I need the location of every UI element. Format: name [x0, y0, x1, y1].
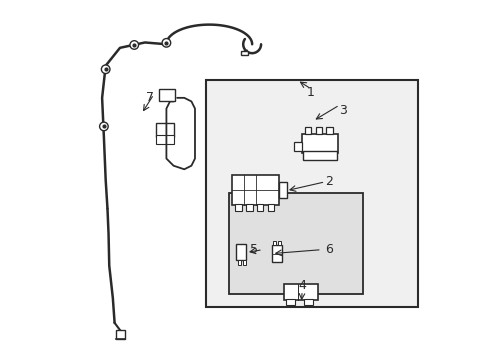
FancyBboxPatch shape — [116, 330, 124, 339]
FancyBboxPatch shape — [243, 260, 246, 265]
FancyBboxPatch shape — [156, 123, 173, 137]
FancyBboxPatch shape — [273, 241, 276, 245]
FancyBboxPatch shape — [303, 151, 337, 159]
Circle shape — [101, 65, 110, 73]
Text: 5: 5 — [250, 243, 258, 256]
Text: 4: 4 — [298, 279, 306, 292]
FancyBboxPatch shape — [229, 193, 363, 294]
FancyBboxPatch shape — [302, 134, 338, 153]
FancyBboxPatch shape — [304, 298, 313, 305]
FancyBboxPatch shape — [159, 89, 175, 102]
FancyBboxPatch shape — [246, 203, 252, 211]
Circle shape — [99, 122, 108, 131]
Text: 1: 1 — [307, 86, 315, 99]
Text: 6: 6 — [325, 243, 333, 256]
FancyBboxPatch shape — [278, 241, 281, 245]
FancyBboxPatch shape — [326, 127, 333, 134]
Text: 2: 2 — [325, 175, 333, 188]
FancyBboxPatch shape — [272, 245, 282, 262]
FancyBboxPatch shape — [279, 182, 287, 198]
FancyBboxPatch shape — [232, 175, 279, 205]
Circle shape — [130, 41, 139, 49]
FancyBboxPatch shape — [206, 80, 418, 307]
Text: 3: 3 — [339, 104, 347, 117]
FancyBboxPatch shape — [316, 127, 322, 134]
FancyBboxPatch shape — [236, 244, 246, 260]
Circle shape — [162, 39, 171, 47]
FancyBboxPatch shape — [238, 260, 241, 265]
FancyBboxPatch shape — [268, 203, 274, 211]
FancyBboxPatch shape — [284, 284, 318, 300]
FancyBboxPatch shape — [235, 203, 242, 211]
FancyBboxPatch shape — [257, 203, 263, 211]
FancyBboxPatch shape — [156, 135, 173, 144]
FancyBboxPatch shape — [242, 51, 248, 55]
FancyBboxPatch shape — [294, 143, 302, 152]
FancyBboxPatch shape — [286, 298, 295, 305]
Text: 7: 7 — [147, 91, 154, 104]
FancyBboxPatch shape — [305, 127, 312, 134]
